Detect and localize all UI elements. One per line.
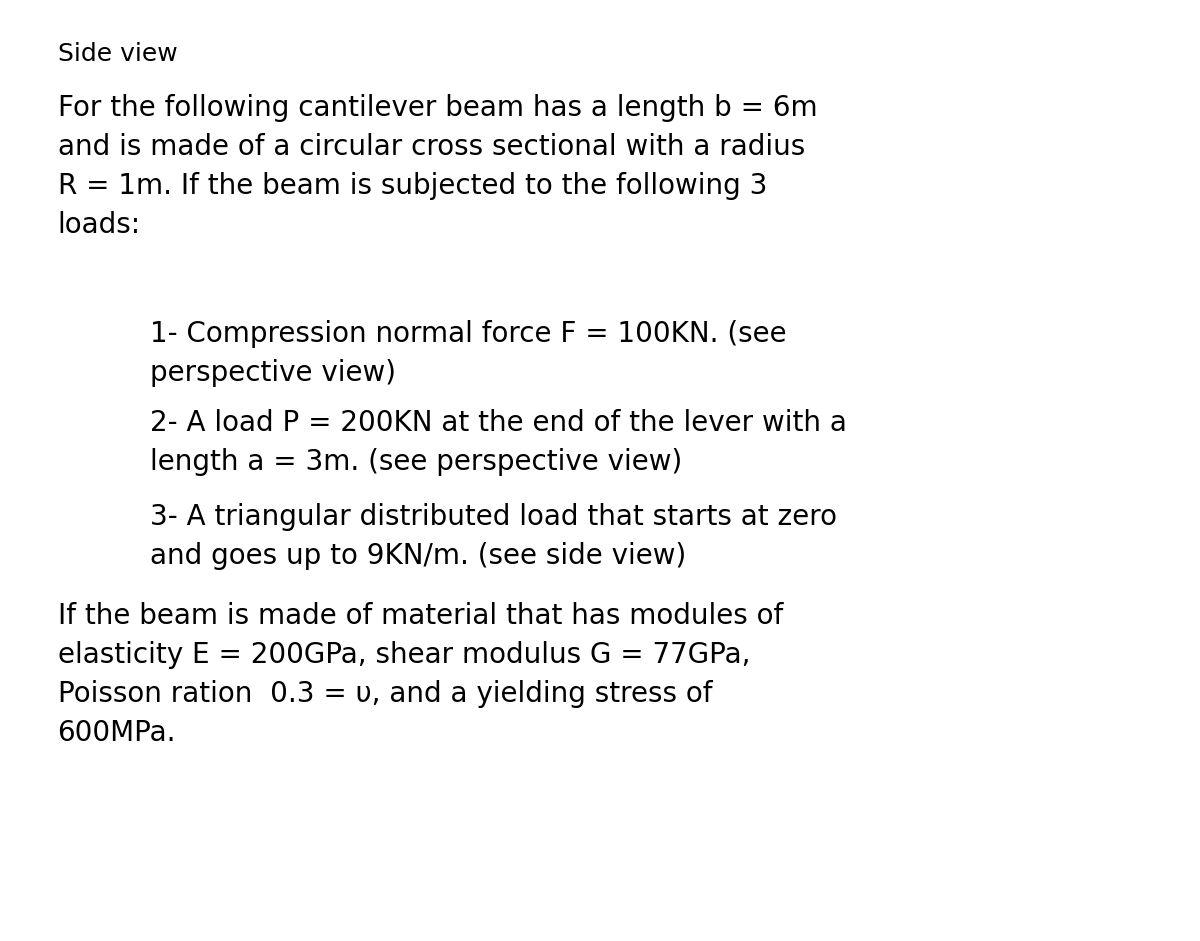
Text: If the beam is made of material that has modules of
elasticity E = 200GPa, shear: If the beam is made of material that has… [58,602,782,747]
Text: 3- A triangular distributed load that starts at zero
and goes up to 9KN/m. (see : 3- A triangular distributed load that st… [150,503,838,570]
Text: Side view: Side view [58,42,178,67]
Text: For the following cantilever beam has a length b = 6m
and is made of a circular : For the following cantilever beam has a … [58,94,817,239]
Text: 2- A load P = 200KN at the end of the lever with a
length a = 3m. (see perspecti: 2- A load P = 200KN at the end of the le… [150,409,847,476]
Text: 1- Compression normal force F = 100KN. (see
perspective view): 1- Compression normal force F = 100KN. (… [150,320,787,387]
